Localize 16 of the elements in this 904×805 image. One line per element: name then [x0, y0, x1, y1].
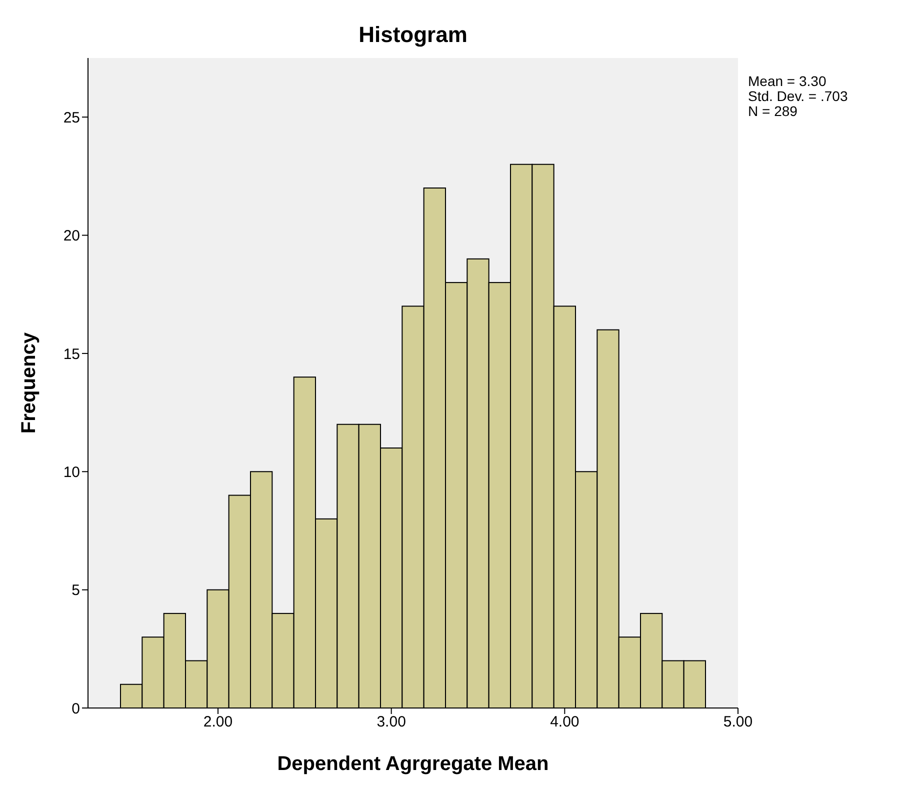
- chart-title: Histogram: [358, 22, 468, 48]
- y-axis-title: Frequency: [18, 332, 40, 434]
- x-tick-label: 3.00: [376, 714, 406, 731]
- text: Mean = 3.30: [748, 73, 828, 89]
- x-tick-label: 4.00: [550, 714, 580, 731]
- y-tick-label: 5: [72, 582, 80, 600]
- y-tick-label: 15: [63, 346, 80, 363]
- y-tick-label: 20: [63, 228, 80, 245]
- text: Std. Dev. = .703: [748, 88, 848, 104]
- y-tick-label: 25: [63, 109, 80, 126]
- y-tick-label: 10: [63, 464, 80, 481]
- text: N = 289: [748, 103, 798, 119]
- x-tick-label: 2.00: [203, 714, 233, 731]
- x-axis-title: Dependent Agrgregate Mean: [277, 753, 549, 775]
- y-tick-label: 0: [72, 700, 80, 718]
- x-tick-label: 5.00: [723, 714, 753, 731]
